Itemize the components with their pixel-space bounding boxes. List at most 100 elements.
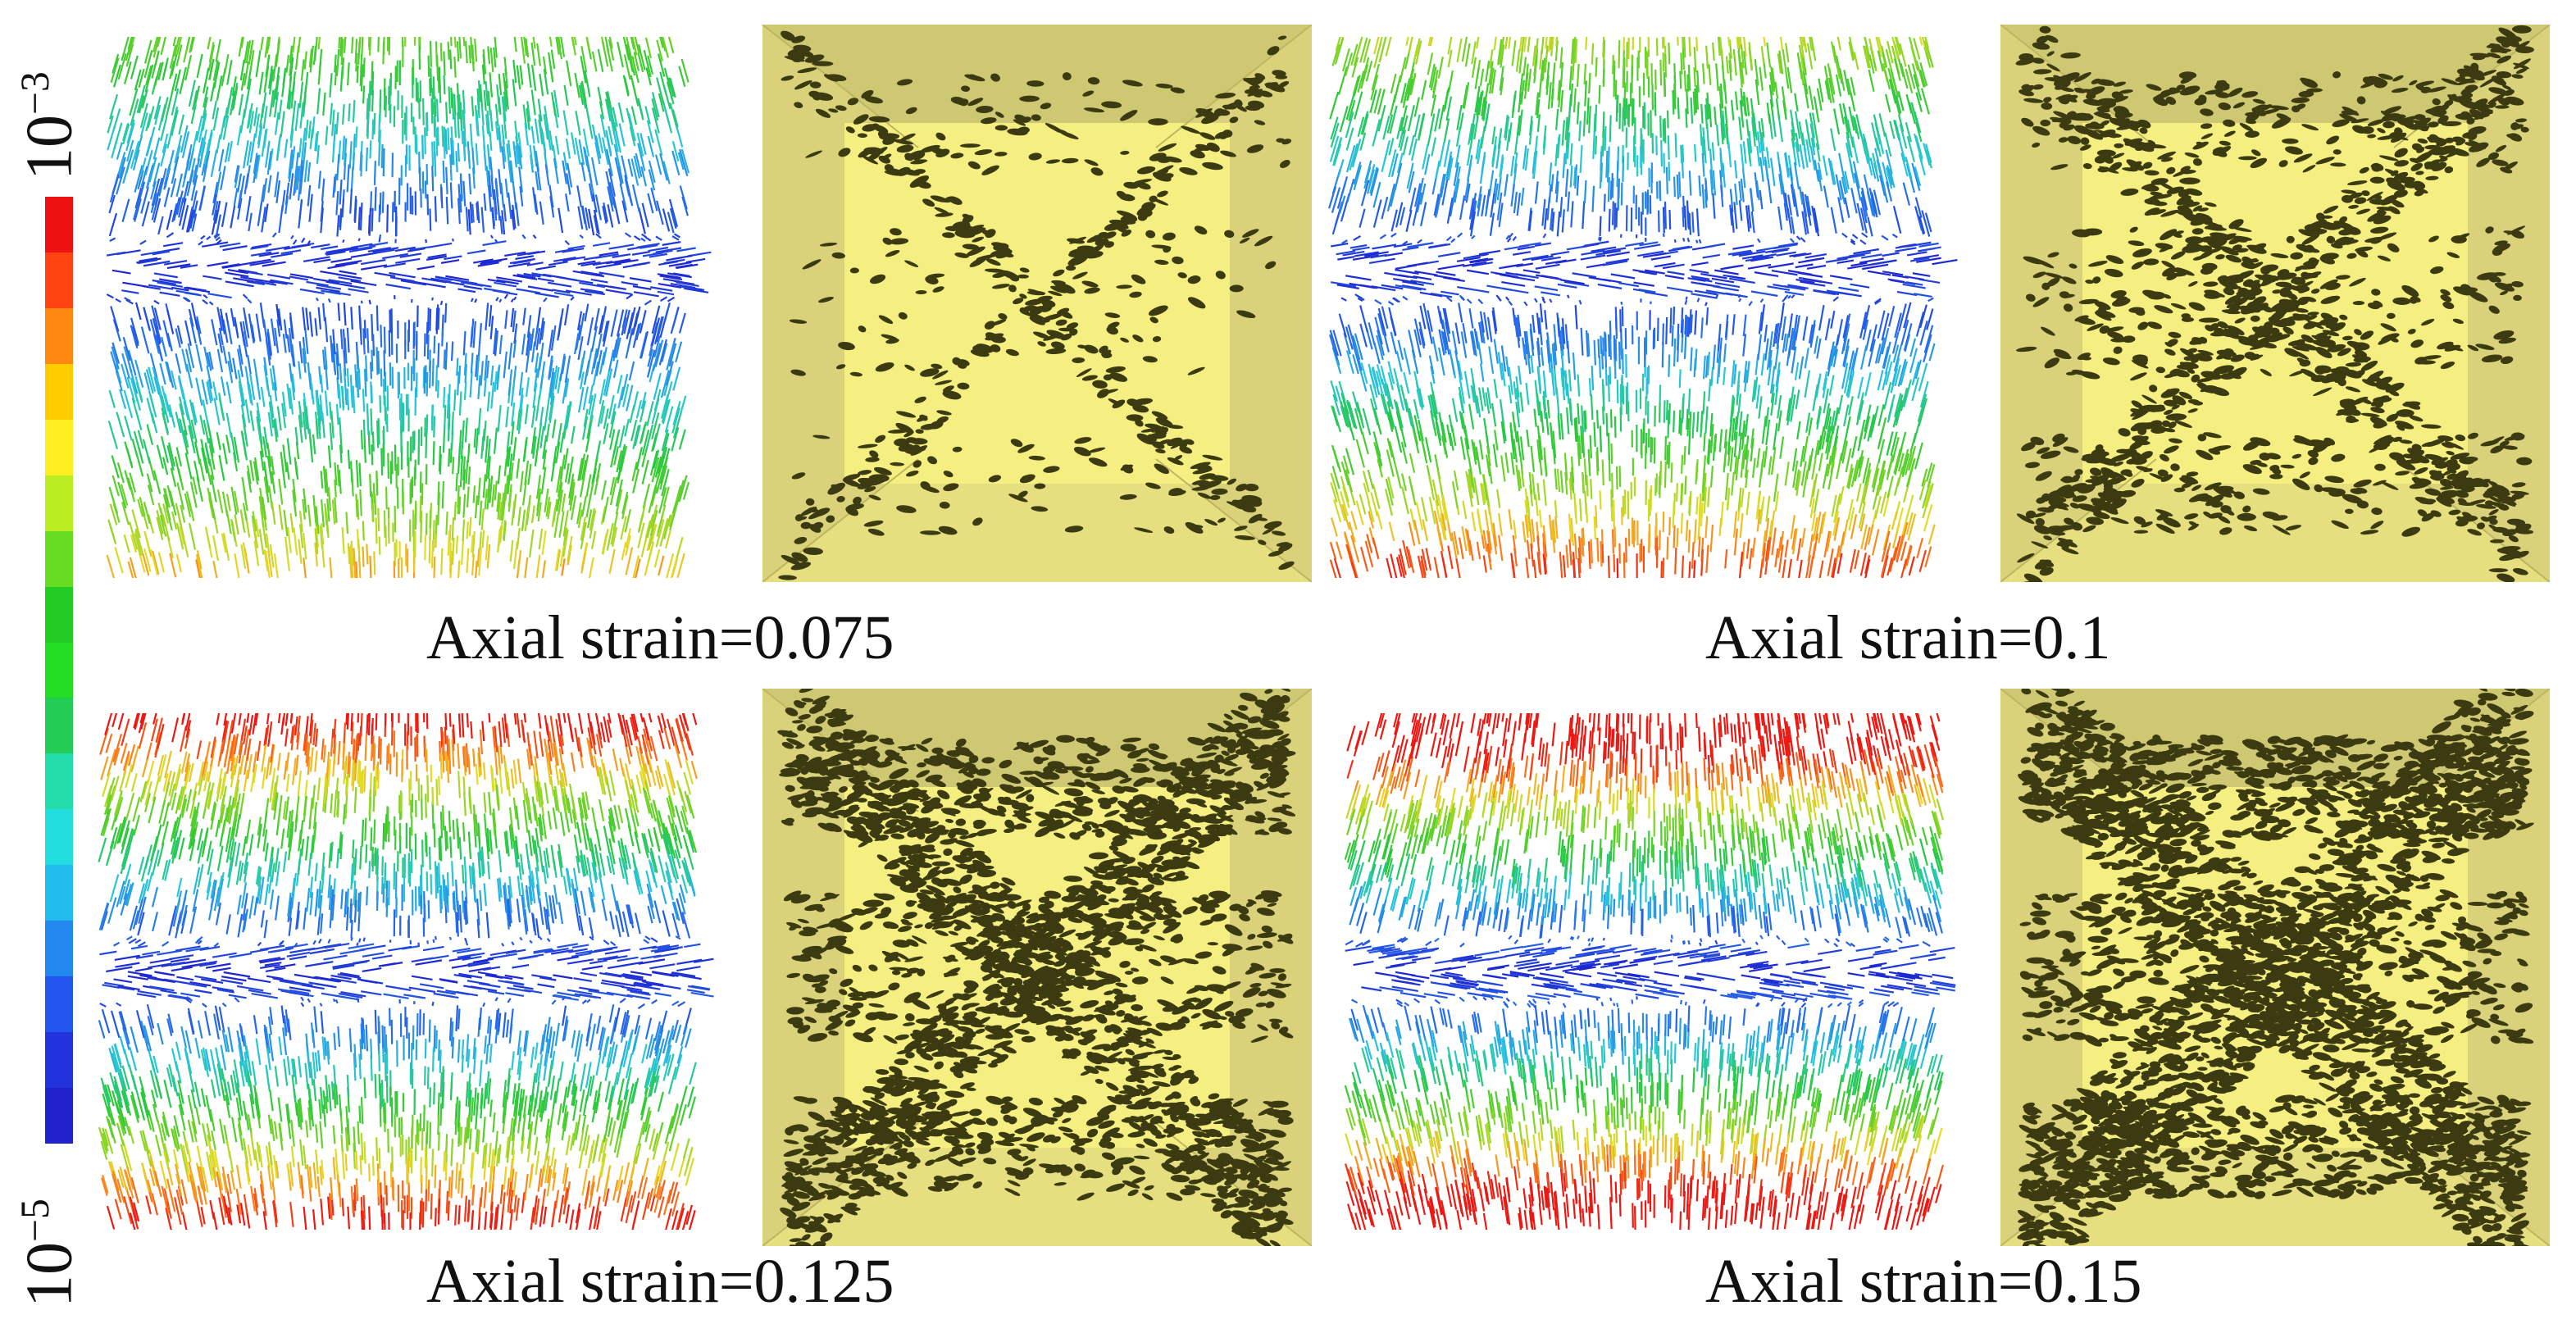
velocity-arrow: [530, 434, 535, 454]
velocity-arrow: [639, 400, 647, 423]
velocity-arrow: [427, 253, 447, 259]
velocity-arrow: [1732, 244, 1755, 250]
velocity-arrow: [189, 481, 198, 508]
velocity-arrow: [356, 65, 359, 84]
velocity-arrow: [1856, 202, 1864, 231]
crack-flake: [1031, 506, 1049, 512]
velocity-arrow: [140, 166, 148, 188]
crack-flake: [835, 105, 847, 111]
velocity-arrow: [658, 93, 665, 112]
velocity-arrow: [257, 424, 263, 445]
velocity-arrow: [629, 277, 652, 283]
velocity-arrow: [1544, 208, 1548, 230]
velocity-arrow: [307, 240, 312, 244]
velocity-arrow: [659, 37, 664, 48]
velocity-arrow: [538, 528, 544, 550]
velocity-arrow: [1536, 114, 1541, 132]
velocity-arrow: [289, 363, 294, 383]
velocity-arrow: [1835, 55, 1843, 84]
velocity-arrow: [650, 187, 658, 212]
velocity-arrow: [157, 216, 164, 235]
velocity-arrow: [366, 93, 371, 119]
velocity-arrow: [598, 352, 606, 375]
velocity-arrow: [1345, 448, 1355, 475]
velocity-arrow: [1394, 162, 1403, 191]
velocity-arrow: [560, 37, 566, 57]
velocity-arrow: [1433, 557, 1440, 578]
velocity-arrow: [1818, 426, 1825, 451]
velocity-arrow: [129, 472, 137, 493]
velocity-arrow: [603, 422, 609, 444]
box-edge: [762, 25, 919, 148]
velocity-arrow: [200, 129, 207, 157]
velocity-arrow: [1751, 116, 1756, 138]
velocity-arrow: [535, 163, 542, 191]
velocity-arrow: [303, 51, 307, 70]
velocity-arrow: [631, 56, 639, 84]
velocity-arrow: [608, 411, 617, 439]
velocity-arrow: [1673, 410, 1676, 433]
velocity-arrow: [649, 252, 667, 258]
velocity-arrow: [1668, 354, 1671, 377]
velocity-arrow: [291, 373, 296, 393]
velocity-arrow: [167, 442, 175, 467]
velocity-arrow: [112, 53, 120, 74]
velocity-arrow: [639, 330, 649, 359]
velocity-arrow: [156, 510, 164, 535]
velocity-arrow: [284, 536, 289, 556]
velocity-arrow: [344, 337, 348, 364]
velocity-arrow: [294, 102, 300, 131]
velocity-arrow: [1353, 161, 1362, 185]
velocity-arrow: [139, 239, 147, 245]
velocity-arrow: [148, 284, 174, 290]
velocity-arrow: [1705, 544, 1709, 574]
velocity-arrow: [1430, 410, 1436, 430]
velocity-arrow: [654, 456, 662, 478]
velocity-arrow: [559, 353, 566, 382]
velocity-arrow: [1601, 459, 1604, 486]
velocity-arrow: [616, 309, 625, 337]
velocity-arrow: [432, 76, 435, 99]
velocity-arrow: [517, 550, 522, 575]
crack-flake: [875, 434, 886, 444]
velocity-arrow: [530, 89, 536, 116]
colorbar-segment: [45, 1088, 73, 1144]
crack-flake: [994, 152, 1008, 157]
velocity-arrow: [151, 197, 159, 221]
velocity-arrow: [445, 166, 448, 194]
crack-flake: [925, 275, 939, 284]
velocity-arrow: [1345, 326, 1354, 350]
velocity-arrow: [1575, 416, 1579, 442]
velocity-arrow: [369, 555, 372, 578]
velocity-arrow: [644, 106, 651, 125]
velocity-arrow: [575, 110, 581, 136]
crack-flake: [1136, 182, 1151, 190]
velocity-arrow: [1805, 412, 1811, 433]
velocity-arrow: [1454, 178, 1460, 203]
velocity-arrow: [1430, 66, 1437, 91]
velocity-arrow: [666, 342, 676, 371]
velocity-arrow: [598, 251, 619, 257]
velocity-arrow: [134, 359, 144, 388]
velocity-arrow: [1458, 386, 1465, 414]
velocity-arrow: [631, 37, 638, 56]
velocity-arrow: [1554, 500, 1558, 518]
velocity-arrow: [1400, 207, 1406, 225]
crack-flake: [981, 165, 999, 175]
velocity-arrow: [233, 436, 240, 463]
velocity-arrow: [121, 363, 130, 389]
velocity-arrow: [1582, 111, 1586, 137]
velocity-arrow: [1666, 286, 1693, 293]
velocity-arrow: [130, 325, 139, 349]
colorbar-segment: [45, 921, 73, 977]
velocity-arrow: [1811, 478, 1817, 498]
velocity-arrow: [450, 87, 453, 108]
velocity-arrow: [622, 75, 630, 97]
velocity-arrow: [153, 96, 162, 120]
crack-flake: [1152, 335, 1162, 343]
velocity-arrow: [1756, 238, 1761, 243]
velocity-arrow: [503, 485, 507, 507]
velocity-arrow: [199, 415, 206, 435]
velocity-arrow: [1497, 352, 1504, 380]
velocity-arrow: [433, 416, 436, 438]
